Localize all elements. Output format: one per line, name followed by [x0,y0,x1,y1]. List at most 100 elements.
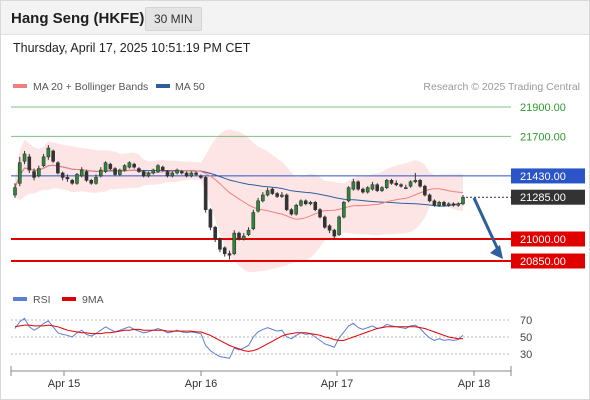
x-tick-label: Apr 17 [321,378,353,390]
candle-body [423,185,427,196]
candle-body [141,171,146,177]
candle [89,178,94,185]
candle [308,200,313,206]
candle [408,180,413,188]
candle [413,173,418,184]
candle [41,153,46,168]
candle [327,224,332,234]
candle [384,178,389,190]
candle-body [103,162,108,172]
candle-body [246,229,251,235]
candle-body [294,204,298,215]
candle-body [284,194,289,210]
credit-text: Research © 2025 Trading Central [423,81,580,93]
candle [318,208,322,219]
candle [165,170,170,178]
candle [380,186,384,193]
candle [361,187,365,194]
timeframe-button[interactable]: 30 MIN [145,7,202,31]
candle-body [413,180,418,183]
candle [218,237,222,253]
candle [137,167,141,173]
candle [437,200,441,207]
candle-body [361,188,365,193]
candle [256,197,260,213]
candle [213,225,217,242]
rsi-tick-label: 30 [520,349,532,361]
candle [75,173,79,185]
x-tick-label: Apr 16 [185,378,217,390]
candle [427,193,432,203]
level-label-resistance-0: 21900.00 [520,102,566,114]
level-label-pivot-2: 21430.00 [520,171,566,183]
candle [456,202,461,207]
candle-body [218,238,222,250]
level-tag-pivot-2 [511,168,585,184]
timestamp: Thursday, April 17, 2025 10:51:19 PM CET [13,41,251,55]
candle-body [289,209,294,215]
candle [222,246,227,257]
candle-body [404,187,408,189]
candle [37,165,41,178]
candle [346,186,351,203]
candle-body [60,172,65,178]
candle-body [199,175,203,178]
candle [299,199,303,207]
candle-body [56,162,60,174]
level-tag-support-4 [511,253,585,269]
candle [56,161,60,175]
rsi-tick-label: 70 [520,315,532,327]
candle [103,161,108,173]
candle [280,192,284,198]
candle [251,209,256,231]
candle-body [327,225,332,231]
candle-body [65,177,70,180]
candle-body [75,174,79,184]
candle-body [342,202,346,218]
candle-body [303,200,308,205]
candle [175,168,179,175]
candle [118,168,122,176]
candle-body [232,232,237,254]
candle [208,208,213,231]
candle [275,192,279,198]
candle-body [127,162,132,168]
candle [261,192,265,203]
candle-body [84,171,89,181]
candle-body [375,184,380,191]
candle [241,233,246,241]
candle [13,183,17,198]
candle [265,187,270,197]
last-price-label: 21285.00 [520,192,566,204]
candle-body [98,169,103,177]
candle-body [337,216,341,235]
candle-body [122,165,127,171]
candle-body [151,169,156,174]
candle-body [437,202,441,206]
candle-body [389,180,394,184]
candle [141,170,146,178]
candle-body [27,156,32,171]
level-tag-support-3 [511,231,585,247]
candle [189,171,194,178]
candle-body [456,203,461,206]
candle [375,183,380,193]
candle-body [451,203,456,206]
candle [351,178,356,191]
candle [342,200,346,219]
candle [108,162,113,171]
candle [461,195,465,206]
candle [246,227,251,237]
candle [199,174,203,179]
candle-body [351,181,356,190]
candle [46,145,51,160]
candle-body [108,163,113,169]
candle [332,228,337,239]
candle-body [79,169,84,177]
candle [399,183,403,188]
instrument-title: Hang Seng (HKFE) [11,10,145,27]
candle-body [256,200,260,212]
candle [32,168,36,181]
candle-body [261,194,265,202]
